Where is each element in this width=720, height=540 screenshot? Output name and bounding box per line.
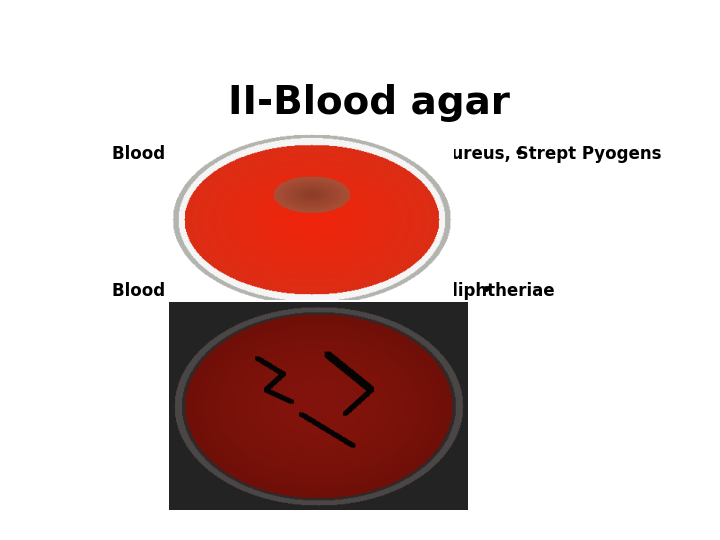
Text: •: • (481, 282, 491, 300)
Text: •: • (514, 145, 525, 163)
Text: Blood agar (B-hemolysis) as Staph aureus, Strept Pyogens: Blood agar (B-hemolysis) as Staph aureus… (112, 145, 662, 163)
Text: II-Blood agar: II-Blood agar (228, 84, 510, 122)
Text: Blood tellurite as Corynebacterium diphtheriae: Blood tellurite as Corynebacterium dipht… (112, 282, 555, 300)
